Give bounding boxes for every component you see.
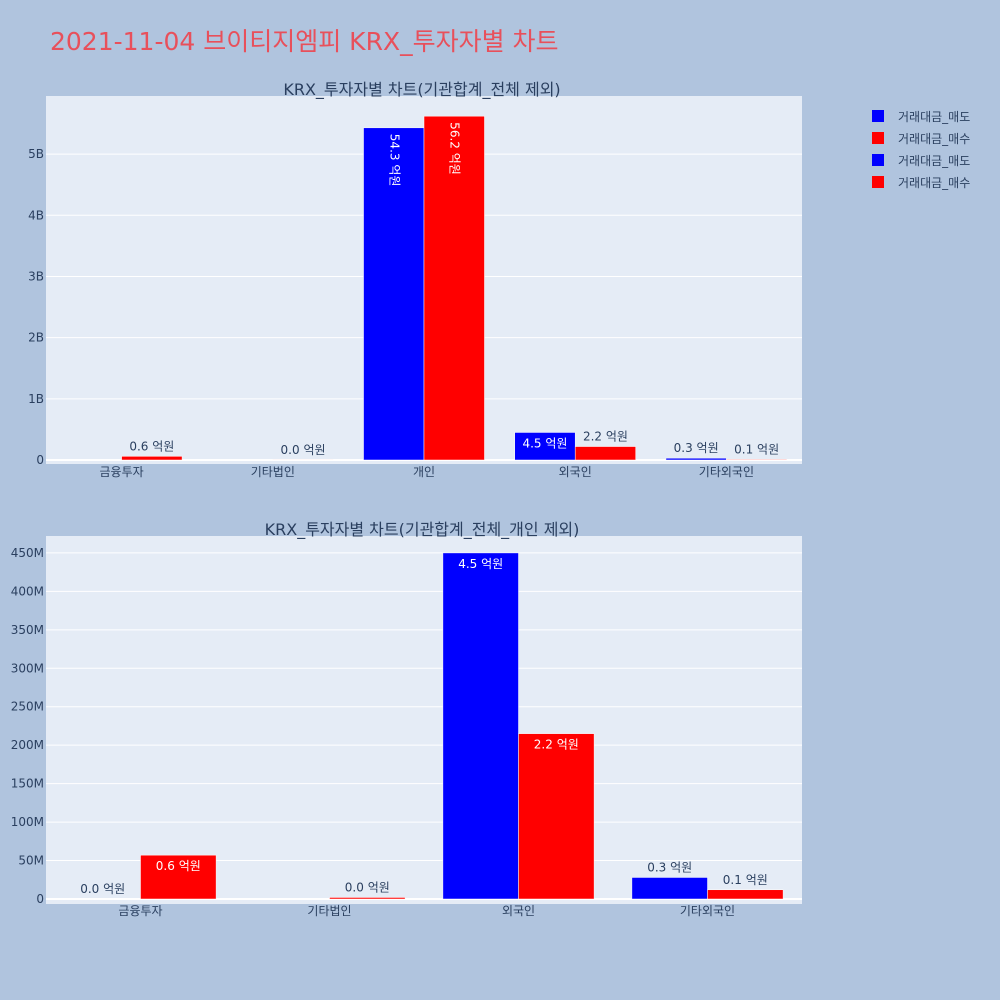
bar — [329, 897, 406, 900]
bar — [442, 552, 519, 900]
legend-item[interactable]: 거래대금_매도 — [872, 149, 970, 171]
y-tick-label: 2B — [28, 331, 44, 345]
legend-swatch — [872, 176, 884, 188]
data-label: 0.3 억원 — [647, 860, 692, 874]
bar — [707, 889, 784, 900]
data-label: 2.2 억원 — [534, 738, 579, 752]
data-label: 4.5 억원 — [458, 557, 503, 571]
x-tick-label: 기타법인 — [307, 904, 351, 918]
data-label: 2.2 억원 — [583, 430, 628, 444]
y-tick-label: 0 — [36, 892, 44, 906]
bar — [514, 432, 576, 461]
chart-title: KRX_투자자별 차트(기관합계_전체_개인 제외) — [265, 520, 580, 540]
legend-item[interactable]: 거래대금_매도 — [872, 105, 970, 127]
chart-title: KRX_투자자별 차트(기관합계_전체 제외) — [283, 80, 560, 100]
legend-swatch — [872, 154, 884, 166]
bar — [574, 446, 636, 461]
x-tick-label: 기타외국인 — [680, 904, 735, 918]
x-tick-label: 금융투자 — [100, 465, 144, 479]
y-tick-label: 5B — [28, 147, 44, 161]
legend-item[interactable]: 거래대금_매수 — [872, 127, 970, 149]
data-label: 56.2 억원 — [448, 122, 462, 175]
y-tick-label: 400M — [11, 584, 44, 598]
data-label: 0.6 억원 — [129, 439, 174, 453]
bar — [423, 115, 485, 461]
data-label: 0.0 억원 — [281, 443, 326, 457]
legend[interactable]: 거래대금_매도 거래대금_매수 거래대금_매도 거래대금_매수 — [872, 105, 970, 193]
chart-1: 0 1B 2B 3B 4B 5B KRX_투자자별 차트(기관합계_전체 제외) 금융투자 0.… — [28, 80, 802, 479]
legend-label: 거래대금_매수 — [898, 131, 971, 146]
bar — [121, 456, 183, 461]
page-title: 2021-11-04 브이티지엠피 KRX_투자자별 차트 — [50, 27, 559, 56]
x-tick-label: 외국인 — [502, 904, 535, 918]
data-label: 54.3 억원 — [387, 134, 401, 187]
y-tick-label: 450M — [11, 546, 44, 560]
data-label: 0.0 억원 — [345, 880, 390, 894]
legend-label: 거래대금_매도 — [898, 109, 971, 124]
y-tick-label: 0 — [36, 453, 44, 467]
x-tick-label: 기타법인 — [251, 465, 295, 479]
y-tick-label: 200M — [11, 738, 44, 752]
data-label: 0.3 억원 — [674, 441, 719, 455]
data-label: 0.1 억원 — [734, 442, 779, 456]
y-tick-label: 300M — [11, 661, 44, 675]
data-label: 0.1 억원 — [723, 873, 768, 887]
plot-area — [46, 536, 802, 904]
legend-item[interactable]: 거래대금_매수 — [872, 171, 970, 193]
bar — [363, 127, 425, 461]
bar — [726, 459, 788, 461]
y-tick-label: 250M — [11, 700, 44, 714]
y-tick-label: 150M — [11, 777, 44, 791]
data-label: 0.6 억원 — [156, 859, 201, 873]
x-tick-label: 기타외국인 — [699, 465, 754, 479]
y-tick-label: 4B — [28, 208, 44, 222]
y-tick-label: 100M — [11, 815, 44, 829]
data-label: 4.5 억원 — [522, 436, 567, 450]
legend-label: 거래대금_매수 — [898, 175, 971, 190]
bar — [140, 854, 217, 900]
x-tick-label: 개인 — [413, 465, 435, 479]
y-tick-label: 1B — [28, 392, 44, 406]
x-tick-label: 외국인 — [559, 465, 592, 479]
legend-label: 거래대금_매도 — [898, 153, 971, 168]
legend-swatch — [872, 132, 884, 144]
bar — [665, 457, 727, 461]
y-tick-label: 350M — [11, 623, 44, 637]
data-label: 0.0 억원 — [80, 882, 125, 896]
y-tick-label: 3B — [28, 269, 44, 283]
bar — [631, 877, 708, 900]
x-tick-label: 금융투자 — [118, 904, 162, 918]
y-tick-label: 50M — [18, 854, 44, 868]
legend-swatch — [872, 110, 884, 122]
chart-2: 0 50M 100M 150M 200M 250M 300M 350M 400M 450M KRX_… — [11, 520, 802, 918]
bar — [518, 733, 595, 900]
